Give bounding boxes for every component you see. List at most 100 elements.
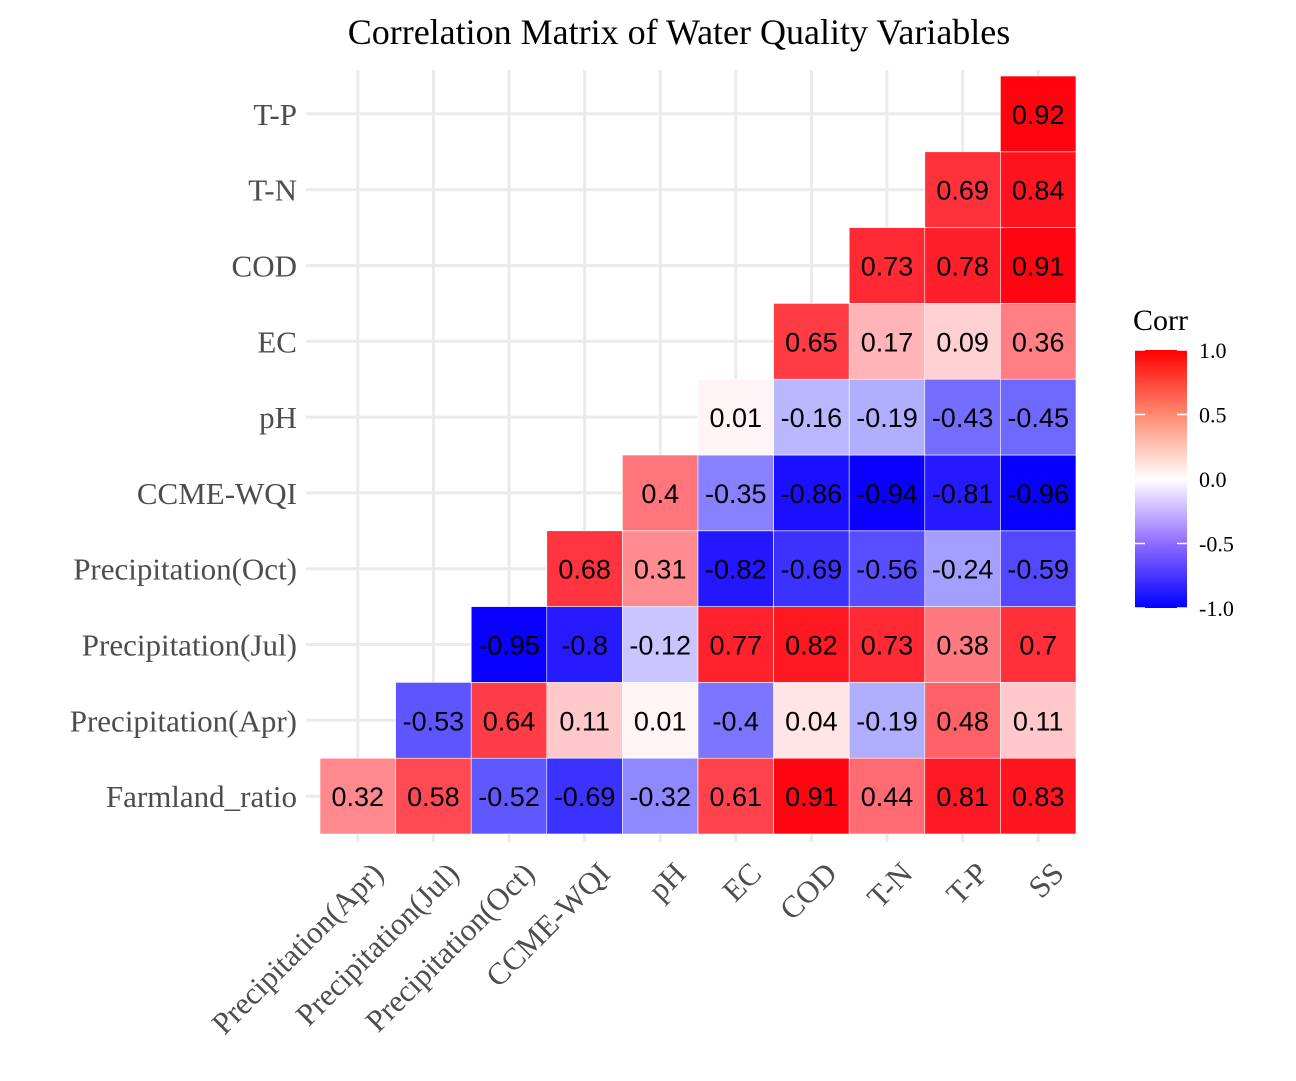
cell-ph-ss-label: -0.45 [1007,403,1069,433]
cell-cod-ss-label: 0.91 [1012,252,1065,282]
cell-precipitation-apr-t-n-label: -0.19 [856,706,918,736]
cell-precipitation-oct-ss-label: -0.59 [1007,555,1069,585]
cell-farmland-ratio-precipitation-jul-label: 0.58 [407,782,460,812]
cell-ph-cod [773,378,850,456]
y-tick-precipitation-jul: Precipitation(Jul) [82,628,297,663]
cell-precipitation-jul-ss [1000,606,1077,683]
cell-precipitation-apr-precipitation-oct [470,682,548,759]
cell-ccme-wqi-ss [1000,454,1077,532]
cell-precipitation-jul-t-p [924,606,1001,683]
cell-precipitation-apr-cod-label: 0.04 [785,706,838,736]
cell-ccme-wqi-t-p-label: -0.81 [932,479,994,509]
y-tick-ccme-wqi: CCME-WQI [137,476,297,511]
y-tick-precipitation-oct: Precipitation(Oct) [73,552,297,587]
legend-tick-label-0: 1.0 [1199,338,1227,363]
cell-ph-ss [1000,378,1077,456]
cell-farmland-ratio-t-n-label: 0.44 [861,782,914,812]
cell-ec-ss-label: 0.36 [1012,327,1065,357]
cell-farmland-ratio-ec-label: 0.61 [710,782,763,812]
cell-precipitation-jul-ph-label: -0.12 [629,631,691,661]
x-tick-ec: EC [715,856,768,909]
legend: Corr 1.0 0.5 0.0 -0.5 -1.0 [1133,304,1234,621]
cell-precipitation-oct-ph-label: 0.31 [634,555,687,585]
x-axis: Precipitation(Apr)Precipitation(Jul)Prec… [205,856,1071,1041]
cell-precipitation-apr-ec [697,682,774,759]
cell-precipitation-oct-t-n-label: -0.56 [856,555,918,585]
cell-precipitation-apr-ss-label: 0.11 [1013,706,1064,736]
cell-farmland-ratio-cod-label: 0.91 [785,782,838,812]
cell-precipitation-apr-ss [1000,682,1077,759]
cell-precipitation-oct-ph [622,530,699,607]
cell-t-p-ss-label: 0.92 [1012,100,1065,130]
cell-precipitation-apr-ccme-wqi [546,682,623,759]
y-tick-precipitation-apr: Precipitation(Apr) [70,703,297,738]
cell-precipitation-jul-cod-label: 0.82 [785,631,838,661]
cell-ec-t-p-label: 0.09 [936,327,989,357]
cell-precipitation-oct-ccme-wqi [546,530,623,607]
cell-precipitation-jul-precipitation-oct-label: -0.95 [478,631,540,661]
cell-precipitation-oct-ec [697,530,774,607]
cell-farmland-ratio-precipitation-apr [319,757,396,835]
cell-precipitation-jul-t-p-label: 0.38 [936,631,989,661]
cell-t-n-t-p-label: 0.69 [936,176,989,206]
cell-precipitation-oct-t-p-label: -0.24 [932,555,994,585]
cell-cod-t-p-label: 0.78 [936,252,989,282]
cell-farmland-ratio-ccme-wqi [546,757,623,835]
cell-layer: 0.32 0.58 -0.52 -0.69 -0.32 0.61 0.91 0.44 0.81 0… [319,75,1077,835]
legend-tick-label-2: 0.0 [1199,467,1227,492]
cell-precipitation-apr-t-p-label: 0.48 [936,706,989,736]
cell-farmland-ratio-ss-label: 0.83 [1012,782,1065,812]
cell-farmland-ratio-ph [622,757,699,835]
y-tick-farmland-ratio: Farmland_ratio [106,779,297,814]
cell-precipitation-jul-ec [697,606,774,683]
cell-precipitation-jul-ss-label: 0.7 [1019,631,1057,661]
cell-ccme-wqi-t-n-label: -0.94 [856,479,918,509]
cell-precipitation-apr-ph-label: 0.01 [634,706,687,736]
cell-ph-t-n-label: -0.19 [856,403,918,433]
cell-cod-t-p [924,227,1001,304]
cell-cod-ss [1000,227,1077,304]
cell-precipitation-jul-ccme-wqi [546,606,623,683]
cell-ph-t-p [924,378,1001,456]
cell-ccme-wqi-cod-label: -0.86 [781,479,843,509]
legend-tick-label-3: -0.5 [1199,532,1234,557]
cell-precipitation-jul-ec-label: 0.77 [710,631,763,661]
cell-precipitation-apr-ccme-wqi-label: 0.11 [559,706,610,736]
y-tick-t-p: T-P [253,97,297,132]
cell-cod-t-n-label: 0.73 [861,252,914,282]
cell-precipitation-jul-ccme-wqi-label: -0.8 [561,631,608,661]
cell-ph-t-p-label: -0.43 [932,403,994,433]
cell-ccme-wqi-t-n [848,454,926,532]
cell-ccme-wqi-ec-label: -0.35 [705,479,767,509]
cell-farmland-ratio-precipitation-apr-label: 0.32 [332,782,385,812]
cell-farmland-ratio-cod [773,757,850,835]
cell-precipitation-oct-cod [773,530,850,607]
cell-ccme-wqi-ss-label: -0.96 [1007,479,1069,509]
cell-precipitation-jul-precipitation-oct [470,606,548,683]
cell-ccme-wqi-ec [697,454,774,532]
cell-precipitation-jul-t-n-label: 0.73 [861,631,914,661]
x-tick-ph: pH [641,856,693,908]
cell-ph-cod-label: -0.16 [781,403,843,433]
cell-farmland-ratio-t-p [924,757,1001,835]
y-tick-ec: EC [257,324,297,359]
x-tick-cod: COD [773,856,844,927]
x-tick-t-n: T-N [860,856,919,915]
cell-ec-cod [773,303,850,380]
cell-farmland-ratio-ph-label: -0.32 [629,782,691,812]
legend-title: Corr [1133,304,1188,337]
cell-ec-t-n-label: 0.17 [861,327,914,357]
cell-precipitation-jul-cod [773,606,850,683]
y-tick-t-n: T-N [248,173,297,208]
cell-ph-t-n [848,378,926,456]
cell-farmland-ratio-t-n [848,757,926,835]
cell-precipitation-oct-ccme-wqi-label: 0.68 [558,555,611,585]
cell-ph-ec-label: 0.01 [710,403,763,433]
cell-cod-t-n [848,227,926,304]
cell-ec-t-p [924,303,1001,380]
y-tick-cod: COD [232,249,297,284]
chart-title: Correlation Matrix of Water Quality Vari… [348,12,1011,52]
cell-t-p-ss [1000,75,1077,153]
